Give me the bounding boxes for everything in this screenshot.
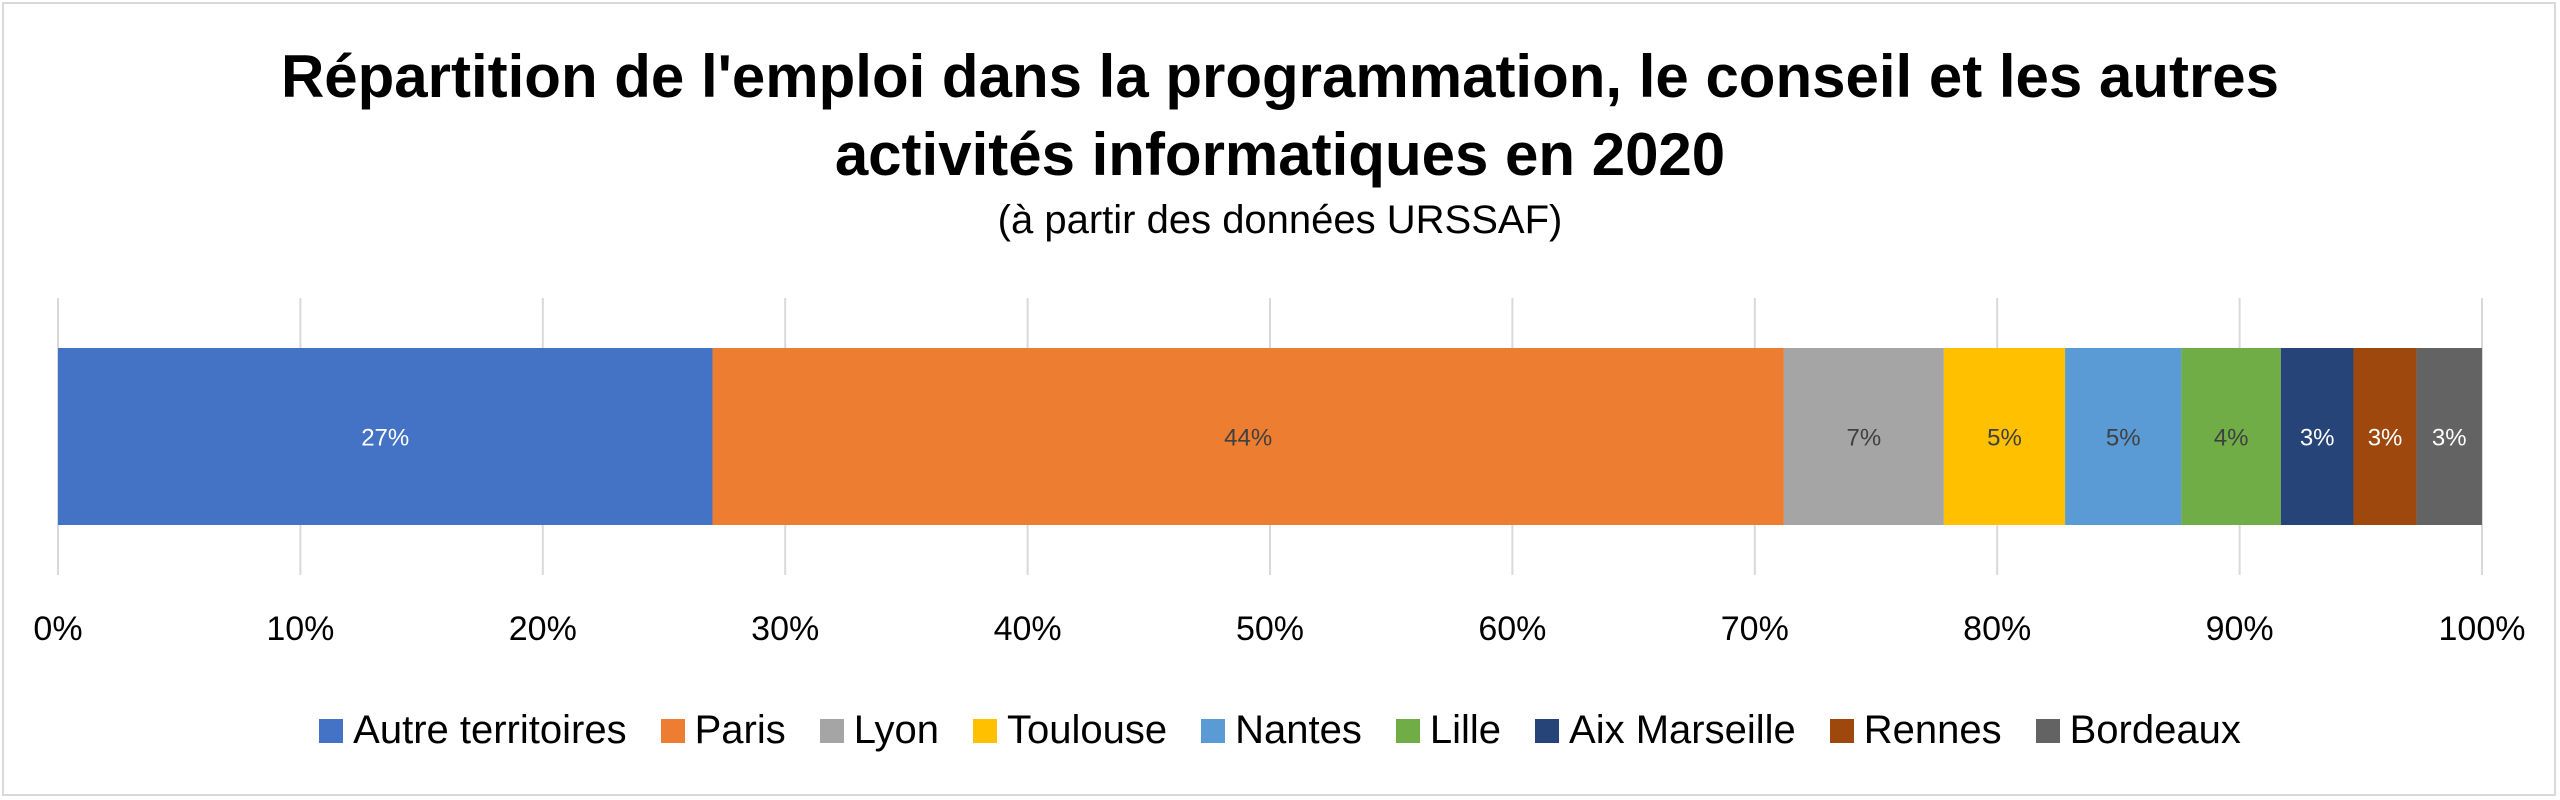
data-label: 44% bbox=[1224, 425, 1272, 452]
legend-item: Paris bbox=[660, 708, 786, 753]
legend-item: Rennes bbox=[1829, 708, 2002, 753]
data-label: 4% bbox=[2214, 425, 2249, 452]
bar-segment-bordeaux bbox=[2416, 348, 2482, 525]
legend-item: Autre territoires bbox=[319, 708, 627, 753]
chart-title-line-1: Répartition de l'emploi dans la programm… bbox=[280, 43, 2280, 110]
bar-segment-lyon bbox=[1783, 348, 1944, 525]
legend-swatch bbox=[1829, 718, 1854, 743]
legend-item: Nantes bbox=[1201, 708, 1362, 753]
bar-segment-toulouse bbox=[1943, 348, 2066, 525]
legend-swatch bbox=[819, 718, 844, 743]
x-tick-label: 0% bbox=[33, 610, 82, 648]
bar-segment-autre-territoires bbox=[58, 348, 713, 525]
legend-swatch bbox=[1535, 718, 1560, 743]
legend-swatch bbox=[1395, 718, 1420, 743]
legend-label: Aix Marseille bbox=[1569, 708, 1796, 752]
x-tick-label: 90% bbox=[2206, 610, 2274, 648]
bar-segment-aix-marseille bbox=[2280, 348, 2354, 525]
bar-segment-lille bbox=[2181, 348, 2281, 525]
data-label: 3% bbox=[2368, 425, 2403, 452]
chart-title: Répartition de l'emploi dans la programm… bbox=[0, 38, 2560, 194]
legend-label: Paris bbox=[694, 708, 786, 752]
legend-label: Lyon bbox=[853, 708, 939, 752]
bar-segment-paris bbox=[712, 348, 1784, 525]
bar-segment-nantes bbox=[2065, 348, 2182, 525]
legend-label: Toulouse bbox=[1006, 708, 1168, 752]
x-tick-label: 10% bbox=[266, 610, 334, 648]
data-label: 3% bbox=[2300, 425, 2335, 452]
legend-label: Autre territoires bbox=[353, 708, 627, 752]
stacked-bar: 27% 44% 7% 5% 5% 4% 3% 3% 3% bbox=[58, 348, 2482, 525]
legend-item: Toulouse bbox=[972, 708, 1168, 753]
x-tick-label: 100% bbox=[2439, 610, 2526, 648]
x-tick-label: 50% bbox=[1236, 610, 1304, 648]
chart-title-line-2: activités informatiques en 2020 bbox=[834, 121, 1726, 188]
legend-swatch bbox=[2035, 718, 2060, 743]
legend-swatch bbox=[319, 718, 344, 743]
chart-legend: Autre territoires Paris Lyon Toulouse Nantes… bbox=[0, 708, 2560, 753]
legend-label: Nantes bbox=[1235, 708, 1362, 752]
x-tick-label: 80% bbox=[1963, 610, 2031, 648]
x-tick-label: 60% bbox=[1478, 610, 1546, 648]
x-tick-label: 40% bbox=[994, 610, 1062, 648]
data-label: 5% bbox=[1987, 425, 2022, 452]
legend-item: Aix Marseille bbox=[1535, 708, 1796, 753]
data-label: 27% bbox=[361, 425, 409, 452]
data-label: 3% bbox=[2432, 425, 2467, 452]
data-label: 7% bbox=[1847, 425, 1882, 452]
legend-item: Lille bbox=[1395, 708, 1502, 753]
legend-swatch bbox=[972, 718, 997, 743]
x-tick-label: 20% bbox=[509, 610, 577, 648]
legend-swatch bbox=[660, 718, 685, 743]
data-label: 5% bbox=[2106, 425, 2141, 452]
legend-label: Bordeaux bbox=[2069, 708, 2241, 752]
chart-subtitle: (à partir des données URSSAF) bbox=[997, 198, 1563, 242]
bar-segment-rennes bbox=[2353, 348, 2417, 525]
legend-swatch bbox=[1201, 718, 1226, 743]
x-tick-label: 30% bbox=[751, 610, 819, 648]
x-tick-label: 70% bbox=[1721, 610, 1789, 648]
legend-label: Rennes bbox=[1863, 708, 2002, 752]
legend-item: Bordeaux bbox=[2035, 708, 2241, 753]
x-axis-ticks: 0% 10% 20% 30% 40% 50% 60% 70% 80% 90% 100% bbox=[33, 610, 2525, 648]
legend-label: Lille bbox=[1429, 708, 1502, 752]
legend-item: Lyon bbox=[819, 708, 939, 753]
